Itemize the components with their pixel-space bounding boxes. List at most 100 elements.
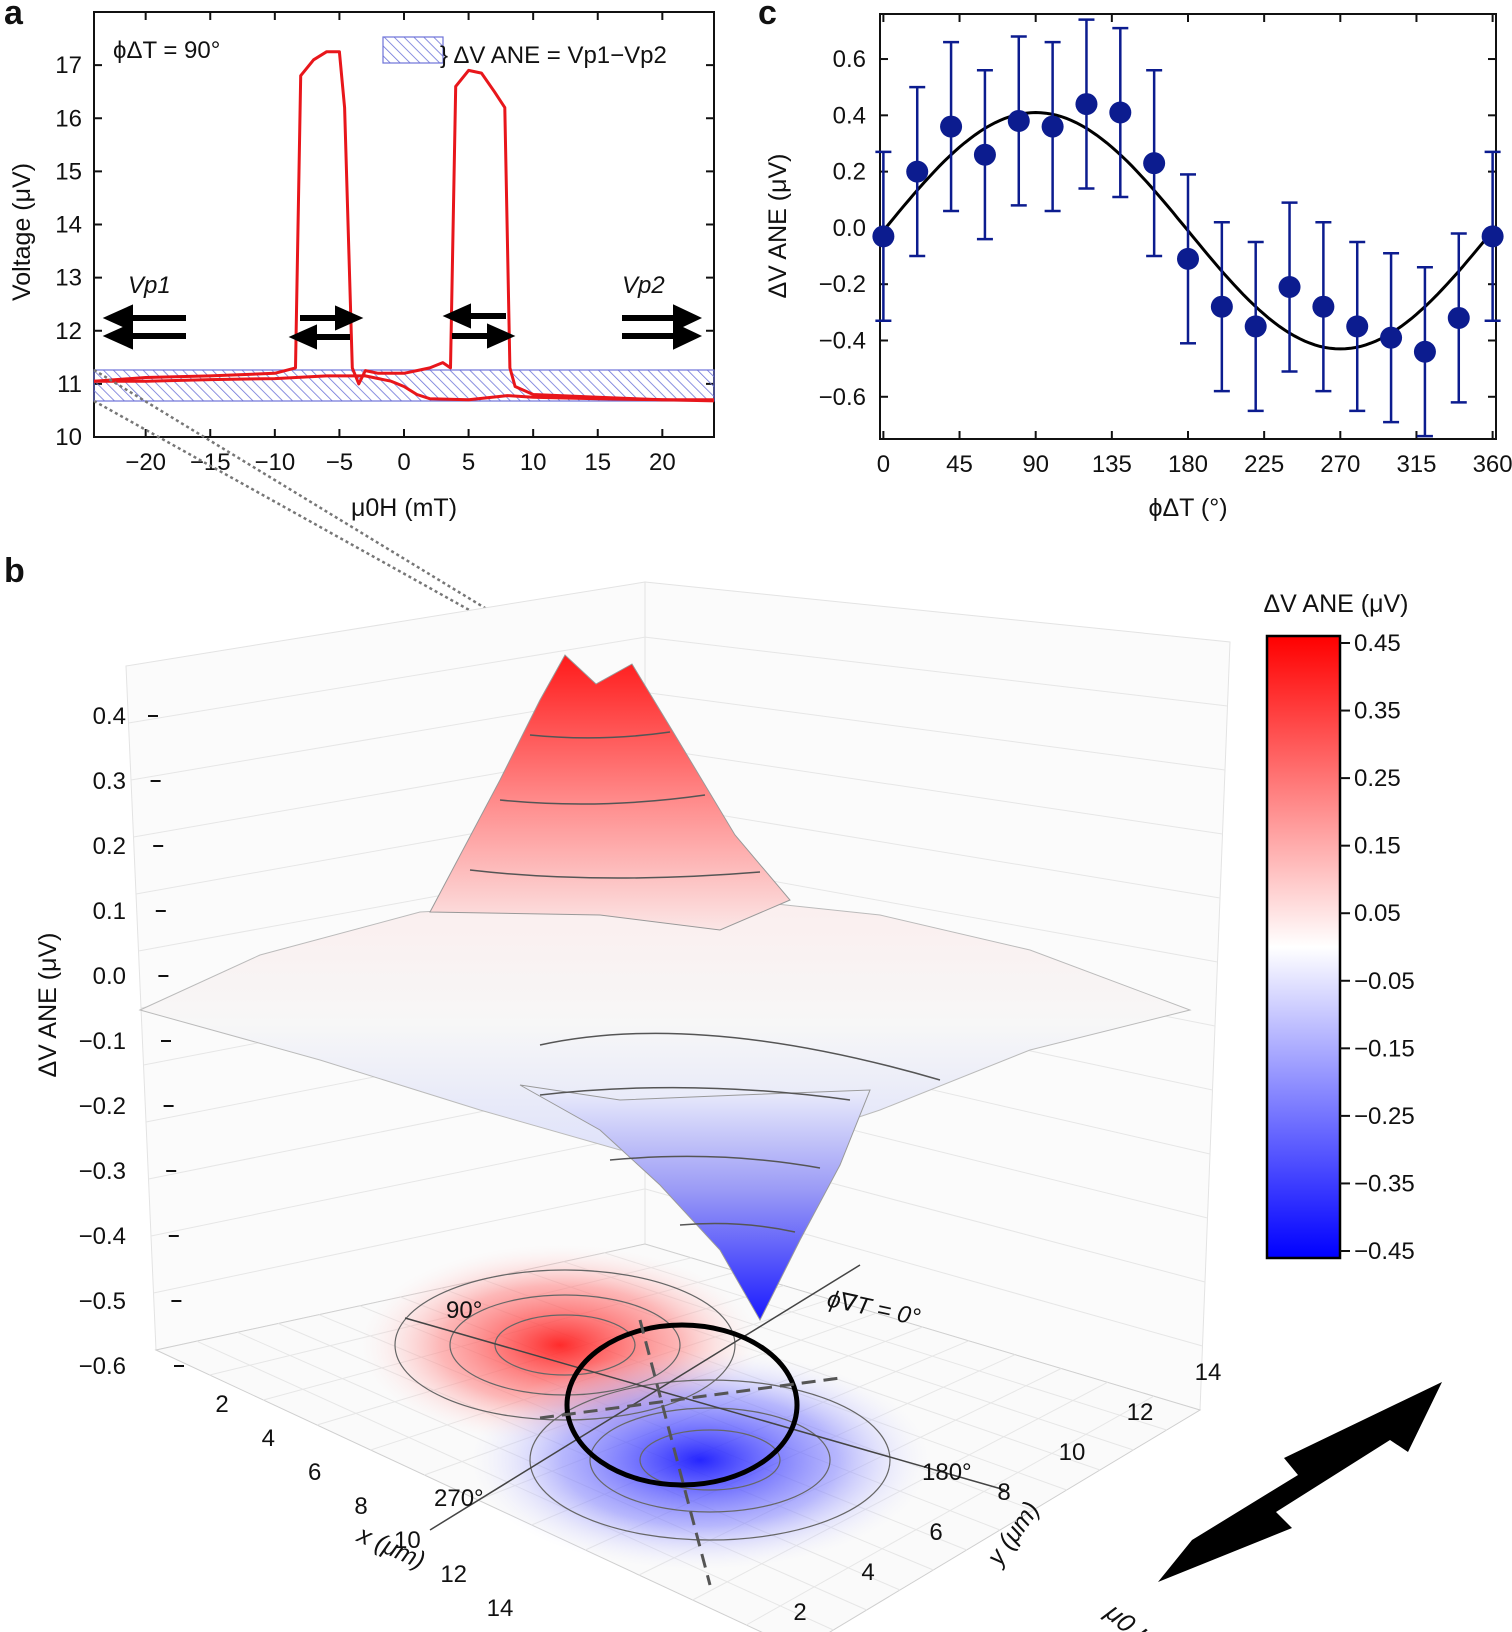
b-ytick-label: 12 xyxy=(1127,1399,1154,1426)
c-ytick-label: −0.2 xyxy=(819,271,866,298)
b-ztick-label: −0.4 xyxy=(79,1223,126,1250)
data-point xyxy=(1481,225,1504,248)
a-xtick-label: 10 xyxy=(520,449,547,476)
panel-b-zlabel: ΔV ANE (μV) xyxy=(34,932,62,1077)
phi-circle xyxy=(564,1322,800,1488)
data-point xyxy=(1041,115,1064,138)
a-xtick-label: 5 xyxy=(462,449,475,476)
a-ytick-label: 17 xyxy=(55,52,82,79)
b-ztick-label: −0.5 xyxy=(79,1288,126,1315)
b-grid-line xyxy=(128,636,646,724)
b-xtick-label: 2 xyxy=(215,1391,228,1418)
c-ytick-label: 0.0 xyxy=(833,215,866,242)
a-xtick-label: 15 xyxy=(584,449,611,476)
angle-label-180: 180° xyxy=(922,1459,972,1486)
b-ytick-label: 4 xyxy=(861,1559,874,1586)
field-double-arrow-icon xyxy=(1158,1382,1442,1582)
panel-a-ylabel: Voltage (μV) xyxy=(8,163,36,301)
panel-a-voltage-plot: −20 −15 −10 −5 0 5 10 15 20 10 11 12 13 14 15 16 17 ϕΔT … xyxy=(8,11,715,657)
c-ytick-label: −0.6 xyxy=(819,384,866,411)
data-point xyxy=(1177,247,1199,270)
data-point xyxy=(940,115,963,138)
b-ztick-label: −0.3 xyxy=(79,1158,126,1185)
colorbar-tick-label: 0.35 xyxy=(1354,698,1401,725)
data-point xyxy=(1413,340,1436,363)
c-xtick-label: 360 xyxy=(1473,451,1512,478)
colorbar-tick-label: −0.35 xyxy=(1354,1170,1415,1197)
data-point xyxy=(1143,152,1166,175)
b-grid-line xyxy=(644,747,1223,835)
colorbar-tick-label: 0.05 xyxy=(1354,900,1401,927)
b-xtick-label: 6 xyxy=(308,1459,321,1486)
panel-c-ylabel: ΔV ANE (μV) xyxy=(764,153,792,298)
colorbar-tick-label: −0.25 xyxy=(1354,1103,1415,1130)
c-ytick-label: 0.2 xyxy=(833,159,866,186)
b-xtick-label: 8 xyxy=(354,1493,367,1520)
b-ytick-label: 2 xyxy=(793,1599,806,1626)
b-grid-line xyxy=(644,802,1221,899)
a-xtick-label: −10 xyxy=(254,449,295,476)
panel-a-xlabel: μ0H (mT) xyxy=(351,494,457,522)
data-point xyxy=(973,143,996,166)
b-ytick-label: 14 xyxy=(1195,1359,1222,1386)
floor-axes-lines xyxy=(404,1264,1006,1531)
data-point xyxy=(1278,276,1301,299)
data-point xyxy=(872,225,895,248)
b-ztick-label: 0.2 xyxy=(93,833,126,860)
panel-c-scatter-plot: 0 45 90 135 180 225 270 315 360 −0.6 −0.4 −0.2 0.0 0.… xyxy=(764,13,1512,522)
floor-negative-lobe xyxy=(470,1350,930,1570)
a-xtick-label: 0 xyxy=(397,449,410,476)
surface-contours xyxy=(469,731,941,1233)
colorbar-tick-label: −0.45 xyxy=(1354,1238,1415,1265)
b-ztick-label: 0.0 xyxy=(93,963,126,990)
dashed-axes xyxy=(539,1319,841,1586)
c-xtick-label: 45 xyxy=(946,451,973,478)
panel-c-xlabel: ϕΔT (°) xyxy=(1148,494,1227,522)
a-ytick-label: 11 xyxy=(57,371,82,398)
a-ytick-label: 10 xyxy=(55,424,82,451)
data-point xyxy=(1007,109,1030,132)
c-ytick-label: 0.4 xyxy=(833,102,866,129)
voltage-line-sweep-down xyxy=(94,374,715,403)
phi-annotation: ϕΔT = 90° xyxy=(113,37,220,64)
c-ytick-label: 0.6 xyxy=(833,46,866,73)
data-point xyxy=(1380,326,1403,349)
b-xtick-label: 10 xyxy=(394,1527,421,1554)
a-ytick-label: 13 xyxy=(55,265,82,292)
a-xtick-label: 20 xyxy=(649,449,676,476)
panel-b-x-ticks: 2 4 6 8 10 12 14 xyxy=(215,1391,513,1622)
panel-label-b: b xyxy=(4,552,25,590)
a-ytick-label: 12 xyxy=(55,318,82,345)
b-ztick-label: −0.2 xyxy=(79,1093,126,1120)
vp2-label: Vp2 xyxy=(622,272,665,299)
panel-a-ticks: −20 −15 −10 −5 0 5 10 15 20 10 11 12 13 14 15 16 17 xyxy=(55,12,714,476)
c-xtick-label: 225 xyxy=(1244,451,1284,478)
a-xtick-label: −5 xyxy=(326,449,353,476)
a-xtick-label: −20 xyxy=(125,449,166,476)
panel-label-c: c xyxy=(758,0,777,32)
b-grid-line xyxy=(644,691,1226,771)
b-ytick-label: 10 xyxy=(1059,1439,1086,1466)
b-xtick-label: 12 xyxy=(440,1561,467,1588)
b-grid-line xyxy=(153,1188,646,1294)
a-xtick-label: −15 xyxy=(190,449,231,476)
panel-c-ticks: 0 45 90 135 180 225 270 315 360 −0.6 −0.4 −0.2 0.0 0.… xyxy=(819,14,1512,478)
b-ztick-label: 0.1 xyxy=(93,898,126,925)
b-ztick-label: −0.6 xyxy=(79,1353,126,1380)
b-ztick-label: 0.3 xyxy=(93,768,126,795)
angle-label-270: 270° xyxy=(434,1485,484,1512)
legend-hatch-swatch xyxy=(382,36,444,64)
floor-contours xyxy=(394,1269,891,1541)
panel-b-z-ticks: 0.4 0.3 0.2 0.1 0.0 −0.1 −0.2 −0.3 −0.4 −0.5 −0.6 xyxy=(79,703,184,1380)
data-point xyxy=(1312,295,1335,318)
b-ytick-label: 8 xyxy=(997,1479,1010,1506)
moment-arrows xyxy=(102,303,703,350)
c-xtick-label: 135 xyxy=(1092,451,1132,478)
b-grid-line xyxy=(644,636,1228,707)
panel-a-series xyxy=(93,50,715,403)
c-xtick-label: 270 xyxy=(1320,451,1360,478)
b-xtick-label: 4 xyxy=(262,1425,275,1452)
b-ztick-label: −0.1 xyxy=(79,1028,126,1055)
data-point xyxy=(1109,101,1132,124)
